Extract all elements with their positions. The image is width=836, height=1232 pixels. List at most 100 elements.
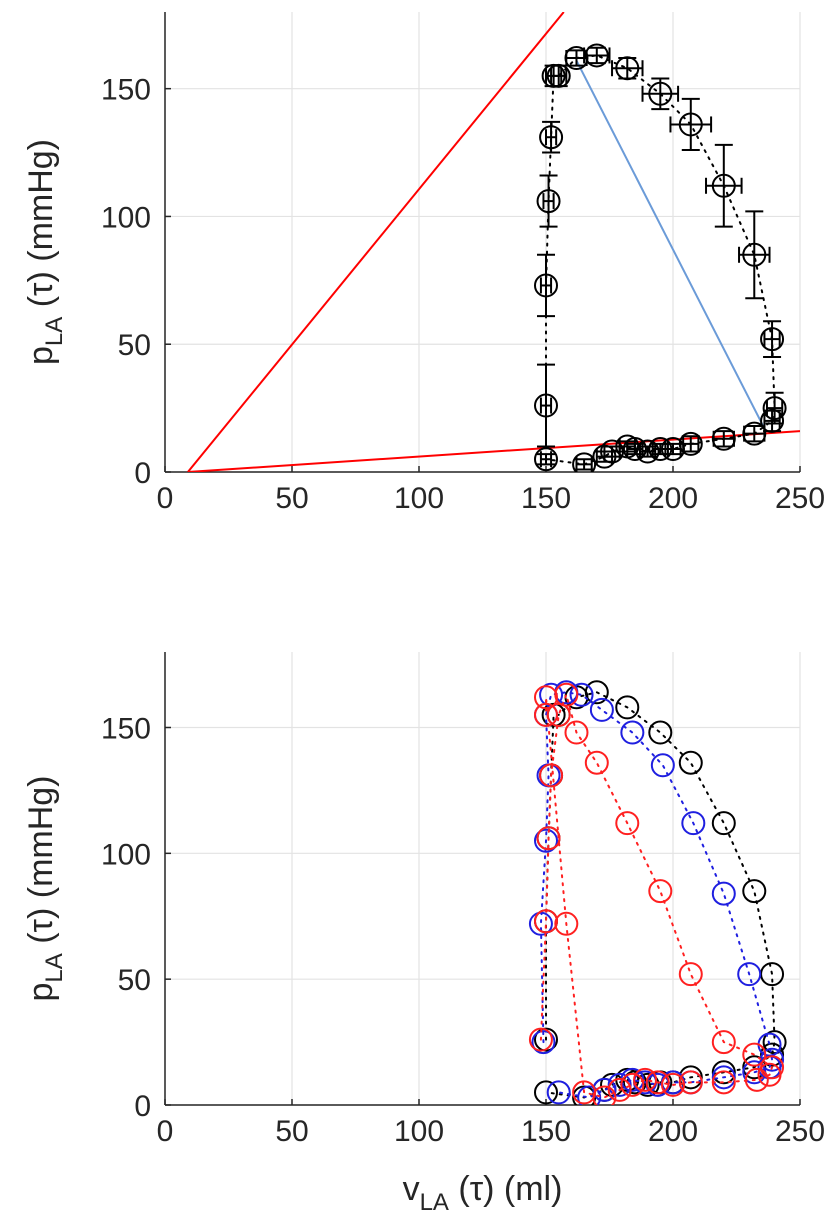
data-point — [546, 1080, 571, 1105]
data-point — [661, 1072, 685, 1097]
data-point — [589, 697, 614, 722]
x-tick-label: 0 — [157, 1115, 174, 1148]
data-point — [744, 1067, 769, 1092]
plot-area — [528, 680, 787, 1105]
data-point — [742, 421, 767, 446]
x-tick-label: 250 — [775, 482, 825, 515]
data-point — [678, 1070, 703, 1095]
data-point — [607, 1072, 632, 1097]
data-point — [737, 962, 762, 987]
data-point — [554, 682, 579, 707]
y-tick-label: 0 — [134, 1090, 151, 1123]
y-tick-label: 100 — [101, 201, 151, 234]
data-point — [569, 682, 594, 707]
data-point — [742, 879, 767, 904]
data-point — [539, 125, 564, 150]
data-point — [711, 1030, 736, 1055]
data-point — [742, 1042, 767, 1067]
y-axis-label-main: p — [22, 346, 60, 365]
data-point — [760, 1042, 785, 1067]
y-tick-label: 150 — [101, 713, 151, 746]
data-point — [592, 444, 617, 469]
data-point — [711, 881, 736, 906]
x-tick-label: 50 — [275, 482, 308, 515]
data-point — [711, 1065, 736, 1090]
y-axis-label: pLA (τ) (mmHg) — [22, 139, 68, 365]
data-point — [534, 447, 558, 472]
series — [528, 680, 785, 1105]
data-point — [536, 189, 561, 214]
series — [528, 682, 785, 1105]
x-tick-label: 50 — [275, 1115, 308, 1148]
data-point — [539, 763, 564, 788]
top-pressure-volume-plot: 0 50 100 150 200 250 0 50 100 150 pLA (τ) (mmHg) — [22, 12, 825, 515]
data-point — [584, 43, 609, 68]
data-point — [681, 811, 706, 836]
data-point — [534, 1027, 558, 1052]
data-point — [564, 46, 589, 70]
data-point — [757, 1062, 782, 1087]
y-axis-label-subscript: LA — [41, 317, 68, 346]
x-axis-label-main: v — [403, 1170, 420, 1208]
data-point — [760, 408, 785, 433]
y-axis-label-subscript: LA — [41, 953, 68, 982]
data-point — [648, 437, 673, 461]
data-point — [572, 452, 597, 472]
data-point — [534, 1080, 558, 1105]
data-point — [584, 750, 609, 775]
x-axis-label-subscript: LA — [420, 1189, 449, 1216]
data-point — [615, 695, 640, 720]
series — [534, 680, 787, 1105]
data-point — [592, 1077, 617, 1102]
y-axis-label-rest: (τ) (mmHg) — [22, 139, 60, 317]
data-point — [620, 1072, 645, 1097]
data-point — [546, 63, 571, 88]
data-point — [536, 826, 561, 851]
data-point — [650, 753, 675, 778]
data-point — [554, 911, 579, 936]
data-point — [577, 1085, 602, 1105]
data-point — [534, 685, 558, 710]
data-point — [678, 750, 703, 775]
y-axis-label: pLA (τ) (mmHg) — [22, 775, 68, 1001]
data-point — [534, 393, 558, 418]
reference-line — [187, 430, 800, 472]
data-point — [633, 1067, 658, 1092]
data-point — [607, 1077, 632, 1102]
data-point — [678, 962, 703, 987]
series-dotted-line — [545, 691, 776, 1099]
data-point — [711, 811, 736, 836]
x-tick-label: 200 — [648, 482, 698, 515]
data-point — [584, 680, 609, 705]
data-point — [711, 1070, 736, 1095]
data-point — [742, 242, 767, 267]
x-axis-label-rest: (τ) (ml) — [449, 1170, 563, 1208]
data-point — [648, 81, 673, 106]
y-tick-label: 0 — [134, 457, 151, 490]
data-point — [648, 720, 673, 745]
data-point — [760, 327, 785, 352]
series-dotted-line — [545, 54, 776, 466]
data-point — [711, 173, 736, 198]
data-point — [648, 879, 673, 904]
plot-area — [187, 12, 800, 472]
reference-line — [187, 12, 565, 472]
data-point — [615, 56, 640, 81]
data-point — [534, 909, 558, 934]
x-tick-label: 150 — [521, 482, 571, 515]
data-point — [711, 1060, 736, 1085]
series-dotted-line — [539, 691, 774, 1099]
data-point — [678, 112, 703, 137]
data-point — [531, 1030, 556, 1055]
x-tick-label: 100 — [394, 1115, 444, 1148]
data-point — [645, 1070, 670, 1095]
data-point — [762, 1030, 787, 1055]
y-axis-label-rest: (τ) (mmHg) — [22, 775, 60, 953]
data-point — [528, 1027, 553, 1052]
data-point — [762, 396, 787, 421]
y-tick-label: 50 — [118, 329, 151, 362]
data-point — [534, 273, 558, 298]
x-tick-label: 200 — [648, 1115, 698, 1148]
